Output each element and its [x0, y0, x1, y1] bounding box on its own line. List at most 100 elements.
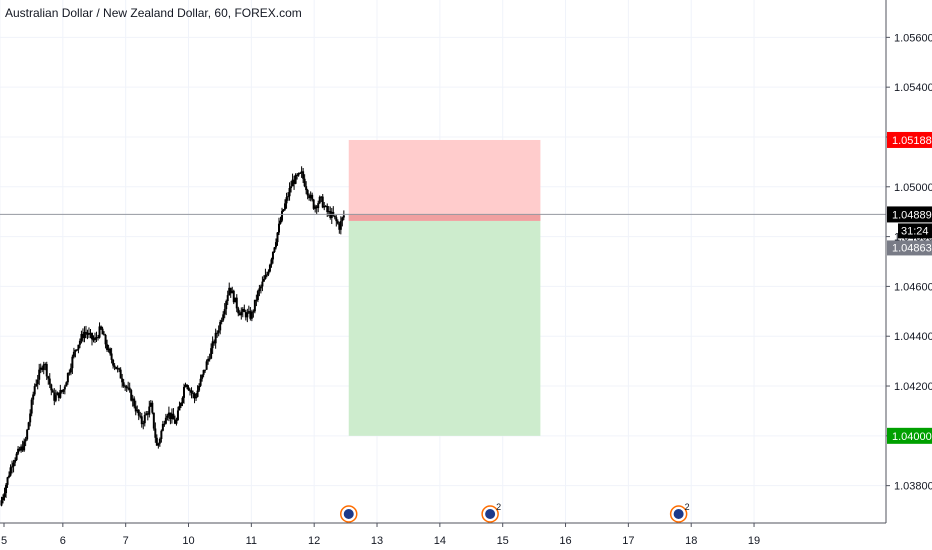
candle-body: [253, 299, 256, 312]
candle-body: [36, 379, 39, 385]
candle-body: [14, 459, 17, 463]
candle-body: [113, 365, 116, 367]
candle-body: [35, 384, 38, 387]
candle-body: [57, 392, 60, 398]
candle-body: [60, 390, 63, 392]
candle-body: [190, 390, 193, 393]
candle-body: [281, 211, 284, 221]
x-tick-label: 13: [371, 535, 383, 547]
candle-body: [172, 413, 175, 420]
candle-body: [20, 446, 23, 451]
candle-body: [133, 398, 136, 407]
candle-body: [262, 278, 265, 282]
candle-body: [62, 389, 65, 392]
candle-body: [8, 475, 11, 478]
candle-body: [314, 206, 317, 209]
target-price-tag: 1.04000: [892, 431, 932, 443]
candle-body: [256, 291, 259, 300]
candle-body: [155, 437, 158, 446]
candle-body: [161, 423, 164, 431]
candle-body: [219, 321, 222, 331]
candle-body: [21, 446, 24, 451]
candle-body: [234, 297, 237, 303]
event-count-label: 2: [685, 502, 690, 512]
candle-body: [216, 332, 219, 334]
x-tick-label: 11: [246, 535, 257, 547]
candle-body: [179, 403, 182, 406]
candle-body: [24, 439, 27, 442]
candle-body: [341, 217, 344, 222]
candle-body: [112, 359, 115, 366]
candle-body: [78, 340, 81, 345]
candle-body: [240, 311, 243, 316]
candle-body: [131, 398, 134, 401]
candle-body: [149, 402, 152, 407]
candle-body: [71, 356, 74, 369]
candle-body: [300, 171, 303, 173]
candle-body: [97, 337, 100, 339]
candle-body: [53, 392, 56, 401]
countdown-tag: 31:24: [901, 225, 929, 237]
candle-body: [80, 333, 83, 341]
candle-body: [160, 430, 163, 439]
take-profit-zone: [348, 220, 541, 436]
candle-body: [186, 384, 189, 388]
candle-body: [336, 221, 339, 224]
candle-body: [211, 341, 214, 349]
candle-body: [29, 413, 32, 423]
candle-body: [327, 210, 330, 213]
y-tick-label: 1.03800: [894, 481, 932, 493]
candle-body: [271, 251, 274, 260]
candle-body: [69, 368, 72, 373]
candle-body: [84, 331, 87, 333]
candle-body: [241, 308, 244, 312]
candle-body: [119, 369, 122, 379]
candle-body: [127, 387, 130, 389]
y-tick-label: 1.05600: [894, 32, 932, 44]
candle-body: [247, 311, 250, 313]
event-count-label: 2: [496, 502, 501, 512]
candle-body: [44, 364, 47, 366]
candle-body: [56, 392, 59, 396]
candle-body: [72, 351, 75, 357]
candle-body: [103, 334, 106, 336]
candle-body: [205, 361, 208, 370]
candle-body: [305, 186, 308, 191]
candle-body: [6, 477, 9, 485]
candle-body: [128, 387, 131, 391]
y-tick-label: 1.05400: [894, 82, 932, 94]
candle-body: [77, 344, 80, 350]
candle-body: [264, 274, 267, 279]
candle-body: [9, 467, 12, 476]
candle-body: [89, 332, 92, 334]
candle-body: [303, 178, 306, 187]
candle-body: [282, 209, 285, 212]
stop-price-tag-bg: [887, 131, 932, 148]
candle-body: [148, 406, 151, 415]
candle-body: [167, 412, 170, 416]
candle-body: [146, 413, 149, 415]
candle-body: [59, 390, 62, 398]
candle-body: [246, 312, 249, 318]
candle-body: [142, 423, 145, 425]
candle-body: [2, 497, 5, 501]
candle-body: [116, 368, 119, 370]
candle-body: [143, 414, 146, 424]
candle-body: [293, 179, 296, 184]
candle-body: [42, 364, 45, 370]
candle-body: [277, 223, 280, 233]
candle-body: [51, 390, 54, 393]
candle-body: [106, 344, 109, 351]
last-price-tag: 1.04889: [892, 209, 932, 221]
candle-body: [302, 171, 305, 179]
candle-body: [98, 326, 101, 338]
candle-body: [75, 349, 78, 351]
candle-body: [308, 195, 311, 199]
candle-body: [65, 382, 68, 387]
candle-body: [145, 413, 148, 415]
candle-body: [296, 174, 299, 176]
candle-body: [315, 206, 318, 209]
candle-body: [63, 386, 66, 390]
